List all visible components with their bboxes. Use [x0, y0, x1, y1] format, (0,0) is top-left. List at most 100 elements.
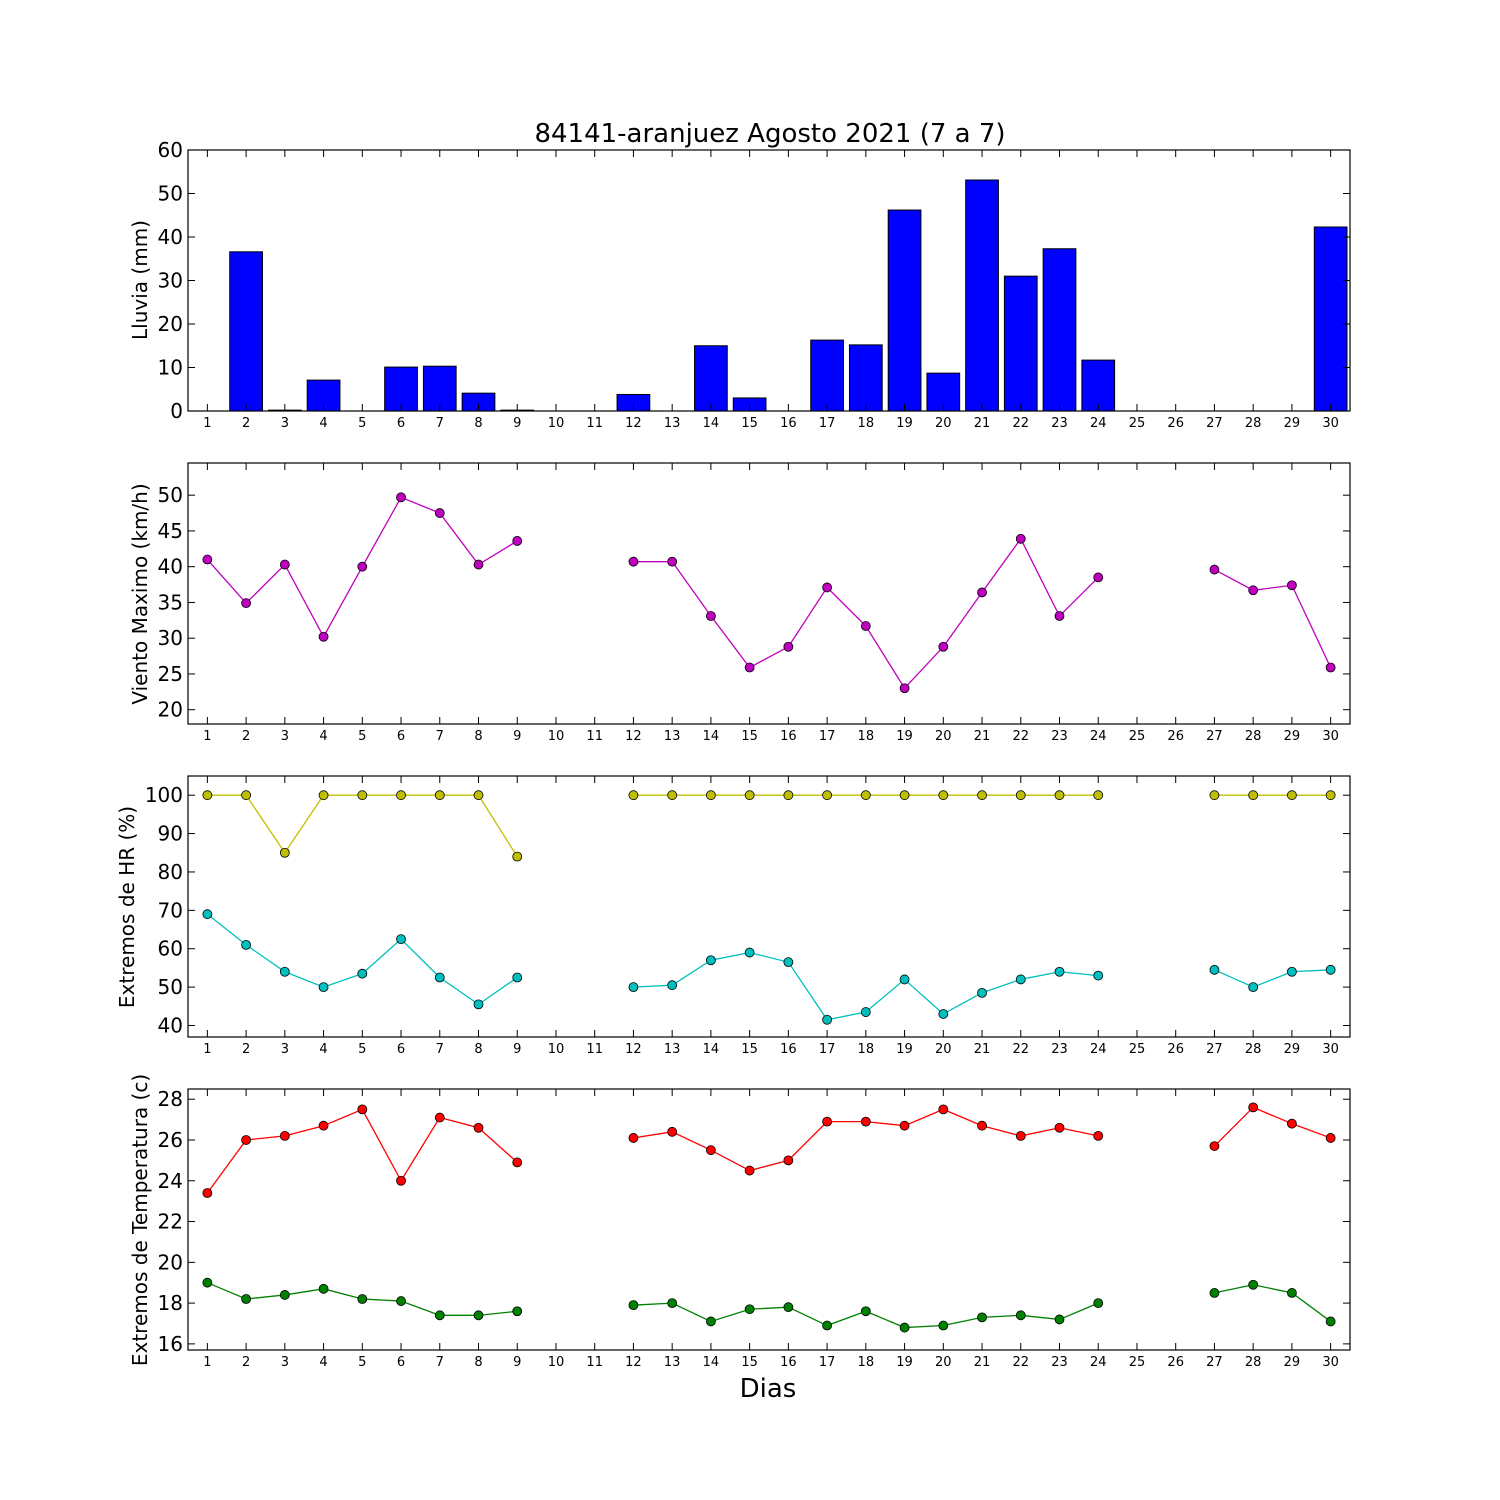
x-tick-label-18: 18: [858, 416, 875, 431]
x-tick-label-2: 2: [242, 416, 250, 431]
x-tick-label-24: 24: [1090, 1355, 1107, 1370]
y-tick-label: 60: [158, 138, 183, 162]
series-0-point-day-20: [938, 641, 949, 652]
series-1-point-day-13: [667, 980, 678, 991]
x-tick-label-10: 10: [548, 1355, 565, 1370]
y-tick-label: 28: [158, 1087, 183, 1111]
series-0-point-day-28: [1248, 790, 1259, 801]
x-tick-label-13: 13: [664, 416, 681, 431]
x-tick-label-25: 25: [1129, 1042, 1146, 1057]
x-tick-label-23: 23: [1051, 1042, 1068, 1057]
series-1-line: [206, 913, 518, 1006]
x-tick-label-23: 23: [1051, 729, 1068, 744]
series-1-point-day-7: [434, 972, 445, 983]
series-0-line: [1213, 1106, 1331, 1147]
series-0-point-day-20: [938, 790, 949, 801]
series-0-point-day-9: [512, 536, 523, 546]
x-tick-label-3: 3: [281, 1355, 289, 1370]
series-0-point-day-24: [1093, 572, 1104, 583]
x-tick-label-3: 3: [281, 1042, 289, 1057]
x-tick-label-16: 16: [780, 729, 797, 744]
x-tick-label-18: 18: [858, 729, 875, 744]
rain-bar-day-23: [1042, 248, 1077, 412]
series-1-point-day-12: [628, 982, 639, 993]
rain-bar-day-21: [965, 179, 999, 412]
x-tick-label-19: 19: [896, 416, 913, 431]
y-tick-label: 80: [158, 860, 183, 884]
series-0-point-day-7: [434, 508, 445, 518]
x-tick-label-24: 24: [1090, 1042, 1107, 1057]
x-tick-label-7: 7: [436, 729, 444, 744]
series-0-point-day-23: [1054, 611, 1065, 621]
y-tick-label: 22: [158, 1210, 183, 1234]
series-0-point-day-20: [938, 1104, 949, 1115]
y-tick-label: 35: [158, 590, 183, 614]
rain-ylabel: Lluvia (mm): [128, 220, 152, 340]
series-1-point-day-30: [1325, 1316, 1336, 1327]
series-0-point-day-7: [434, 790, 445, 801]
x-tick-label-12: 12: [625, 1355, 642, 1370]
series-1-point-day-27: [1209, 964, 1220, 975]
series-0-line: [1214, 568, 1332, 668]
axes-frame: [187, 1088, 1351, 1351]
x-tick-label-16: 16: [780, 416, 797, 431]
series-1-point-day-15: [744, 947, 755, 958]
x-tick-label-6: 6: [397, 729, 405, 744]
series-0-point-day-13: [667, 790, 678, 801]
series-1-point-day-28: [1248, 1279, 1259, 1290]
axes-frame: [187, 462, 1351, 725]
series-1-point-day-19: [899, 1322, 910, 1333]
y-tick-label: 20: [158, 698, 183, 722]
series-0-point-day-13: [667, 556, 678, 567]
x-tick-label-23: 23: [1051, 1355, 1068, 1370]
series-1-point-day-1: [202, 909, 213, 920]
x-tick-label-1: 1: [203, 729, 211, 744]
series-1-point-day-5: [357, 968, 368, 979]
x-tick-label-12: 12: [625, 1042, 642, 1057]
y-tick-label: 90: [158, 822, 183, 846]
series-1-point-day-15: [744, 1304, 755, 1315]
x-tick-label-21: 21: [974, 729, 991, 744]
x-tick-label-8: 8: [474, 729, 482, 744]
series-1-point-day-21: [977, 1312, 987, 1323]
x-tick-label-26: 26: [1167, 416, 1184, 431]
x-tick-label-18: 18: [858, 1042, 875, 1057]
series-0-point-day-30: [1325, 662, 1336, 673]
x-tick-label-13: 13: [664, 1042, 681, 1057]
series-0-point-day-18: [860, 1116, 871, 1127]
series-0-point-day-21: [977, 1120, 987, 1131]
series-1-point-day-5: [357, 1294, 368, 1304]
rain-bar-day-30: [1313, 226, 1348, 412]
x-tick-label-21: 21: [974, 1355, 991, 1370]
x-tick-label-5: 5: [358, 1355, 366, 1370]
series-0-point-day-12: [628, 556, 639, 567]
x-tick-label-14: 14: [703, 729, 720, 744]
series-0-point-day-17: [822, 582, 832, 593]
series-0-point-day-29: [1287, 580, 1297, 591]
x-tick-label-30: 30: [1322, 1355, 1339, 1370]
series-1-point-day-20: [938, 1320, 949, 1331]
x-tick-label-17: 17: [819, 416, 836, 431]
y-tick-label: 30: [158, 269, 183, 293]
x-tick-label-30: 30: [1322, 729, 1339, 744]
x-tick-label-15: 15: [741, 416, 758, 431]
x-tick-label-26: 26: [1167, 1355, 1184, 1370]
x-tick-label-12: 12: [625, 416, 642, 431]
series-1-point-day-24: [1093, 1298, 1104, 1309]
series-1-point-day-22: [1015, 1310, 1026, 1321]
x-tick-label-22: 22: [1012, 1355, 1029, 1370]
series-0-point-day-2: [241, 790, 252, 801]
series-0-point-day-4: [318, 1120, 329, 1131]
x-tick-label-28: 28: [1245, 1355, 1262, 1370]
x-tick-label-15: 15: [741, 1355, 758, 1370]
x-tick-label-11: 11: [586, 729, 603, 744]
series-1-point-day-1: [202, 1277, 213, 1288]
series-0-point-day-3: [279, 559, 290, 570]
axes-frame: [187, 149, 1351, 412]
y-tick-label: 100: [145, 783, 183, 807]
x-tick-label-1: 1: [203, 1042, 211, 1057]
y-tick-label: 20: [158, 1250, 183, 1274]
series-1-point-day-14: [706, 1316, 716, 1327]
series-0-point-day-2: [241, 598, 252, 609]
series-1-point-day-8: [473, 1310, 484, 1321]
